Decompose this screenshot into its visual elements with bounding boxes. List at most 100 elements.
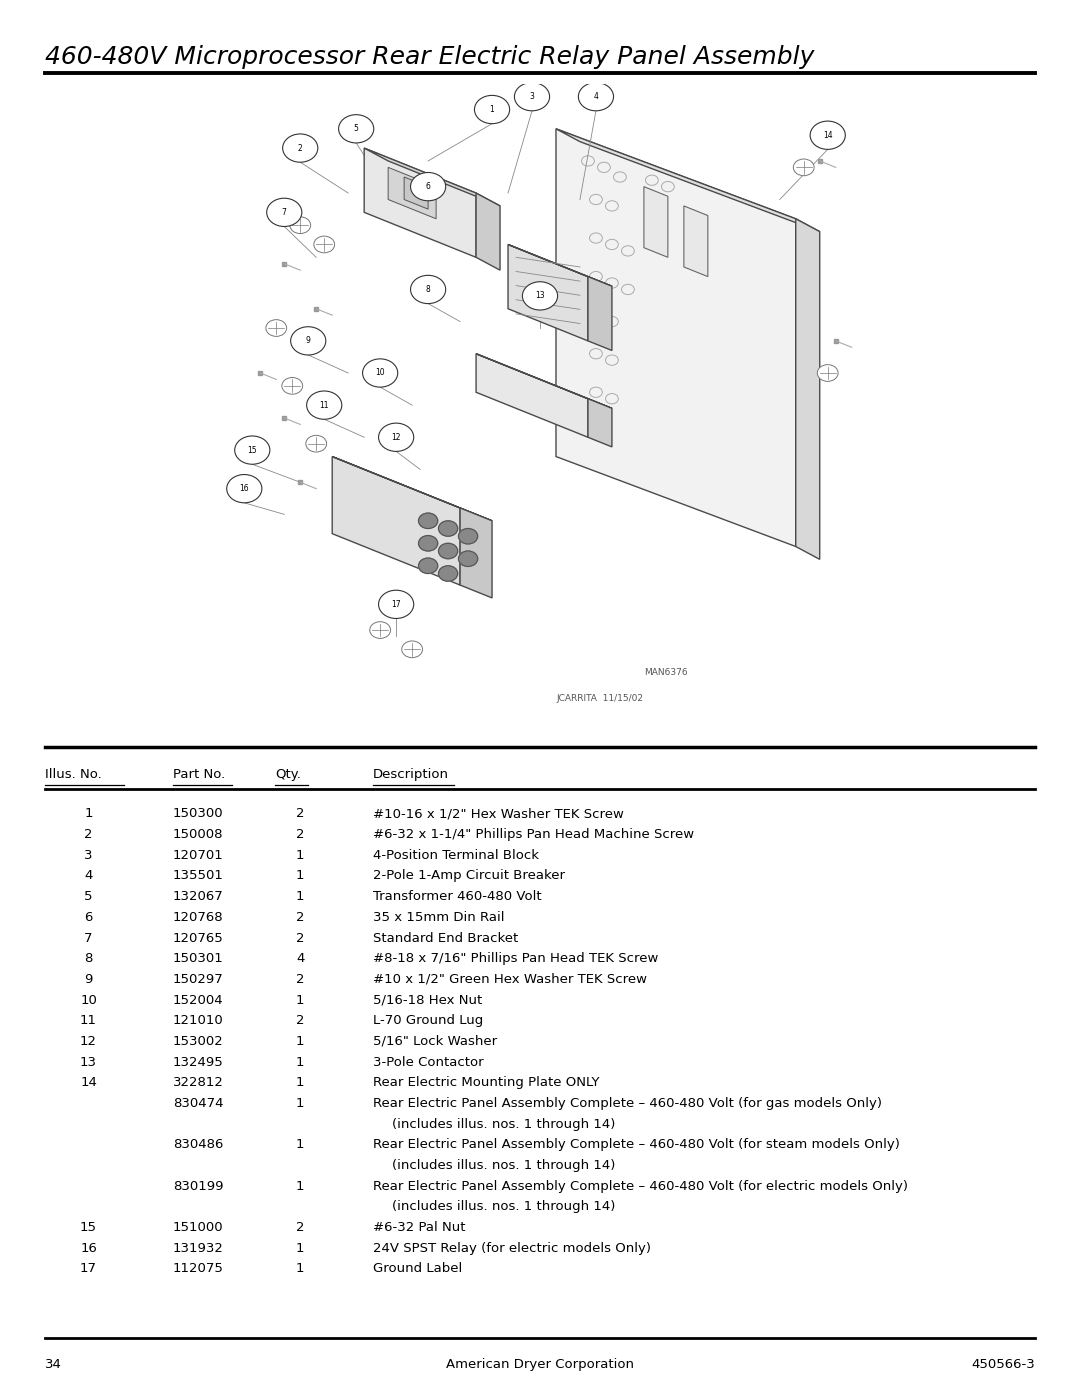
Text: 1: 1 — [296, 993, 305, 1007]
Text: 120768: 120768 — [173, 911, 224, 923]
Text: 15: 15 — [247, 446, 257, 454]
Text: 6: 6 — [426, 182, 431, 191]
Text: 3: 3 — [529, 92, 535, 101]
Text: Rear Electric Mounting Plate ONLY: Rear Electric Mounting Plate ONLY — [373, 1076, 599, 1090]
Text: 1: 1 — [296, 1242, 305, 1255]
Circle shape — [438, 543, 458, 559]
Text: 10: 10 — [80, 993, 97, 1007]
Text: 1: 1 — [296, 1179, 305, 1193]
Text: #10 x 1/2" Green Hex Washer TEK Screw: #10 x 1/2" Green Hex Washer TEK Screw — [373, 972, 647, 986]
Text: 150300: 150300 — [173, 807, 224, 820]
Text: Part No.: Part No. — [173, 768, 225, 781]
Text: (includes illus. nos. 1 through 14): (includes illus. nos. 1 through 14) — [392, 1118, 616, 1130]
Text: Rear Electric Panel Assembly Complete – 460-480 Volt (for gas models Only): Rear Electric Panel Assembly Complete – … — [373, 1097, 881, 1111]
Circle shape — [579, 82, 613, 110]
Text: 2: 2 — [296, 932, 305, 944]
Circle shape — [266, 320, 286, 337]
Polygon shape — [796, 219, 820, 559]
Text: 153002: 153002 — [173, 1035, 224, 1048]
Text: 5/16-18 Hex Nut: 5/16-18 Hex Nut — [373, 993, 482, 1007]
Text: 131932: 131932 — [173, 1242, 224, 1255]
Circle shape — [283, 134, 318, 162]
Text: 830486: 830486 — [173, 1139, 224, 1151]
Text: 3: 3 — [84, 849, 93, 862]
Circle shape — [419, 513, 437, 528]
Polygon shape — [476, 353, 588, 437]
Circle shape — [818, 365, 838, 381]
Circle shape — [402, 641, 422, 658]
Circle shape — [419, 535, 437, 550]
Text: Rear Electric Panel Assembly Complete – 460-480 Volt (for electric models Only): Rear Electric Panel Assembly Complete – … — [373, 1179, 907, 1193]
Text: Rear Electric Panel Assembly Complete – 460-480 Volt (for steam models Only): Rear Electric Panel Assembly Complete – … — [373, 1139, 900, 1151]
Text: 16: 16 — [80, 1242, 97, 1255]
Text: Description: Description — [373, 768, 448, 781]
Text: Qty.: Qty. — [275, 768, 301, 781]
Text: 150008: 150008 — [173, 828, 224, 841]
Circle shape — [438, 566, 458, 581]
Text: 4: 4 — [296, 953, 305, 965]
Text: 5: 5 — [84, 890, 93, 904]
Text: 11: 11 — [320, 401, 329, 409]
Circle shape — [282, 377, 302, 394]
Polygon shape — [556, 129, 820, 232]
Polygon shape — [388, 168, 436, 219]
Text: JCARRITA  11/15/02: JCARRITA 11/15/02 — [556, 694, 643, 703]
Text: 8: 8 — [84, 953, 93, 965]
Text: 150297: 150297 — [173, 972, 224, 986]
Text: 4: 4 — [84, 869, 93, 883]
Polygon shape — [684, 205, 707, 277]
Text: 150301: 150301 — [173, 953, 224, 965]
Text: 11: 11 — [80, 1014, 97, 1027]
Circle shape — [410, 172, 446, 201]
Text: 16: 16 — [240, 485, 249, 493]
Text: 12: 12 — [391, 433, 401, 441]
Text: 460-480V Microprocessor Rear Electric Relay Panel Assembly: 460-480V Microprocessor Rear Electric Re… — [45, 45, 814, 68]
Circle shape — [307, 391, 341, 419]
Text: 35 x 15mm Din Rail: 35 x 15mm Din Rail — [373, 911, 504, 923]
Text: Standard End Bracket: Standard End Bracket — [373, 932, 517, 944]
Text: 7: 7 — [84, 932, 93, 944]
Text: 2: 2 — [296, 1221, 305, 1234]
Polygon shape — [476, 193, 500, 270]
Text: 13: 13 — [80, 1056, 97, 1069]
Text: 830474: 830474 — [173, 1097, 224, 1111]
Polygon shape — [333, 457, 460, 585]
Text: 1: 1 — [296, 1263, 305, 1275]
Text: 1: 1 — [489, 105, 495, 115]
Text: 1: 1 — [296, 849, 305, 862]
Text: 4-Position Terminal Block: 4-Position Terminal Block — [373, 849, 539, 862]
Circle shape — [438, 521, 458, 536]
Circle shape — [459, 550, 477, 566]
Text: #6-32 x 1-1/4" Phillips Pan Head Machine Screw: #6-32 x 1-1/4" Phillips Pan Head Machine… — [373, 828, 693, 841]
Text: 120765: 120765 — [173, 932, 224, 944]
Text: 17: 17 — [80, 1263, 97, 1275]
Text: Illus. No.: Illus. No. — [45, 768, 103, 781]
Text: 24V SPST Relay (for electric models Only): 24V SPST Relay (for electric models Only… — [373, 1242, 650, 1255]
Text: 1: 1 — [296, 1035, 305, 1048]
Text: Ground Label: Ground Label — [373, 1263, 462, 1275]
Circle shape — [267, 198, 301, 226]
Circle shape — [810, 122, 846, 149]
Text: MAN6376: MAN6376 — [644, 668, 688, 678]
Text: 8: 8 — [426, 285, 431, 293]
Text: 112075: 112075 — [173, 1263, 224, 1275]
Circle shape — [291, 327, 326, 355]
Text: 14: 14 — [823, 131, 833, 140]
Text: 1: 1 — [84, 807, 93, 820]
Text: 1: 1 — [296, 1097, 305, 1111]
Polygon shape — [588, 277, 612, 351]
Text: (includes illus. nos. 1 through 14): (includes illus. nos. 1 through 14) — [392, 1200, 616, 1214]
Text: 1: 1 — [296, 1076, 305, 1090]
Circle shape — [523, 282, 557, 310]
Text: 322812: 322812 — [173, 1076, 224, 1090]
Text: #10-16 x 1/2" Hex Washer TEK Screw: #10-16 x 1/2" Hex Washer TEK Screw — [373, 807, 623, 820]
Text: 151000: 151000 — [173, 1221, 224, 1234]
Circle shape — [379, 590, 414, 619]
Text: 1: 1 — [296, 1056, 305, 1069]
Text: 2: 2 — [296, 911, 305, 923]
Text: 3-Pole Contactor: 3-Pole Contactor — [373, 1056, 483, 1069]
Text: 830199: 830199 — [173, 1179, 224, 1193]
Text: 135501: 135501 — [173, 869, 224, 883]
Text: 120701: 120701 — [173, 849, 224, 862]
Text: 5/16" Lock Washer: 5/16" Lock Washer — [373, 1035, 497, 1048]
